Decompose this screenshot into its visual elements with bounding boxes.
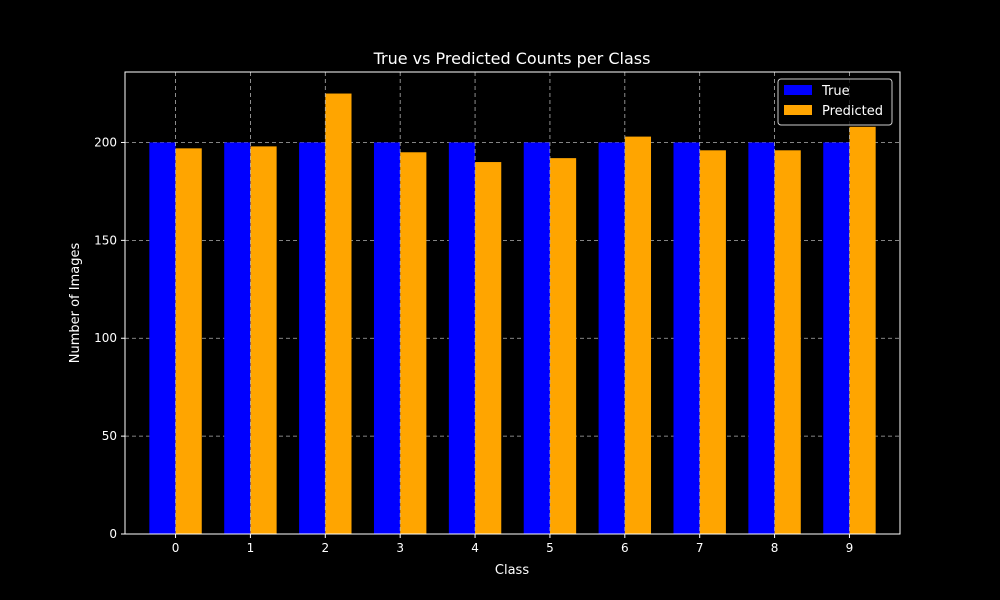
plot-frame: [124, 71, 901, 535]
x-axis-label: Class: [495, 563, 529, 578]
legend-swatch-true: [784, 85, 812, 95]
x-tick-label: 1: [247, 541, 255, 555]
bar-true-1: [224, 142, 251, 534]
bar-predicted-3: [400, 152, 427, 535]
bar-true-4: [448, 142, 476, 534]
y-tick-label: 200: [94, 135, 117, 149]
y-tick-label: 150: [94, 233, 117, 247]
bar-predicted-4: [475, 162, 502, 534]
y-tick-label: 50: [102, 429, 117, 443]
x-tick-label: 3: [396, 541, 404, 555]
chart-title: True vs Predicted Counts per Class: [373, 49, 651, 68]
x-tick-label: 9: [846, 541, 854, 555]
x-axis-ticks: 0 1 2 3 4 5 6 7 8 9: [172, 534, 854, 555]
vertical-grid: [175, 72, 850, 534]
y-axis-label: Number of Images: [68, 243, 83, 364]
bar-true-8: [748, 142, 775, 534]
bar-predicted-1: [250, 146, 277, 534]
bar-true-3: [373, 142, 401, 534]
legend-label-true: True: [821, 84, 850, 99]
bar-predicted-8: [774, 150, 801, 534]
x-tick-label: 0: [172, 541, 180, 555]
bar-predicted-2: [325, 93, 352, 534]
bar-true-9: [823, 142, 850, 534]
bar-predicted-0: [175, 148, 202, 534]
bar-true-6: [598, 142, 625, 534]
x-tick-label: 6: [621, 541, 629, 555]
x-tick-label: 4: [471, 541, 479, 555]
bar-true-0: [149, 142, 176, 534]
legend: True Predicted: [777, 78, 893, 126]
bar-true-5: [523, 142, 550, 534]
x-tick-label: 5: [546, 541, 554, 555]
bar-predicted-5: [549, 158, 577, 534]
x-tick-label: 7: [696, 541, 704, 555]
y-axis-ticks: 0 50 100 150 200: [94, 135, 125, 541]
legend-swatch-predicted: [784, 105, 812, 115]
bar-predicted-7: [699, 150, 726, 534]
legend-label-predicted: Predicted: [822, 104, 883, 119]
y-tick-label: 100: [94, 331, 117, 345]
bar-true-7: [673, 142, 700, 534]
bar-true-2: [299, 142, 326, 534]
bar-predicted-6: [624, 136, 652, 535]
x-tick-label: 2: [321, 541, 329, 555]
x-tick-label: 8: [771, 541, 779, 555]
bar-predicted-9: [849, 126, 876, 534]
bars: [149, 93, 876, 535]
y-tick-label: 0: [109, 527, 117, 541]
